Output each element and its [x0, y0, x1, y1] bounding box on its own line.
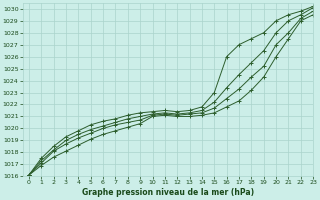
X-axis label: Graphe pression niveau de la mer (hPa): Graphe pression niveau de la mer (hPa) [82, 188, 254, 197]
